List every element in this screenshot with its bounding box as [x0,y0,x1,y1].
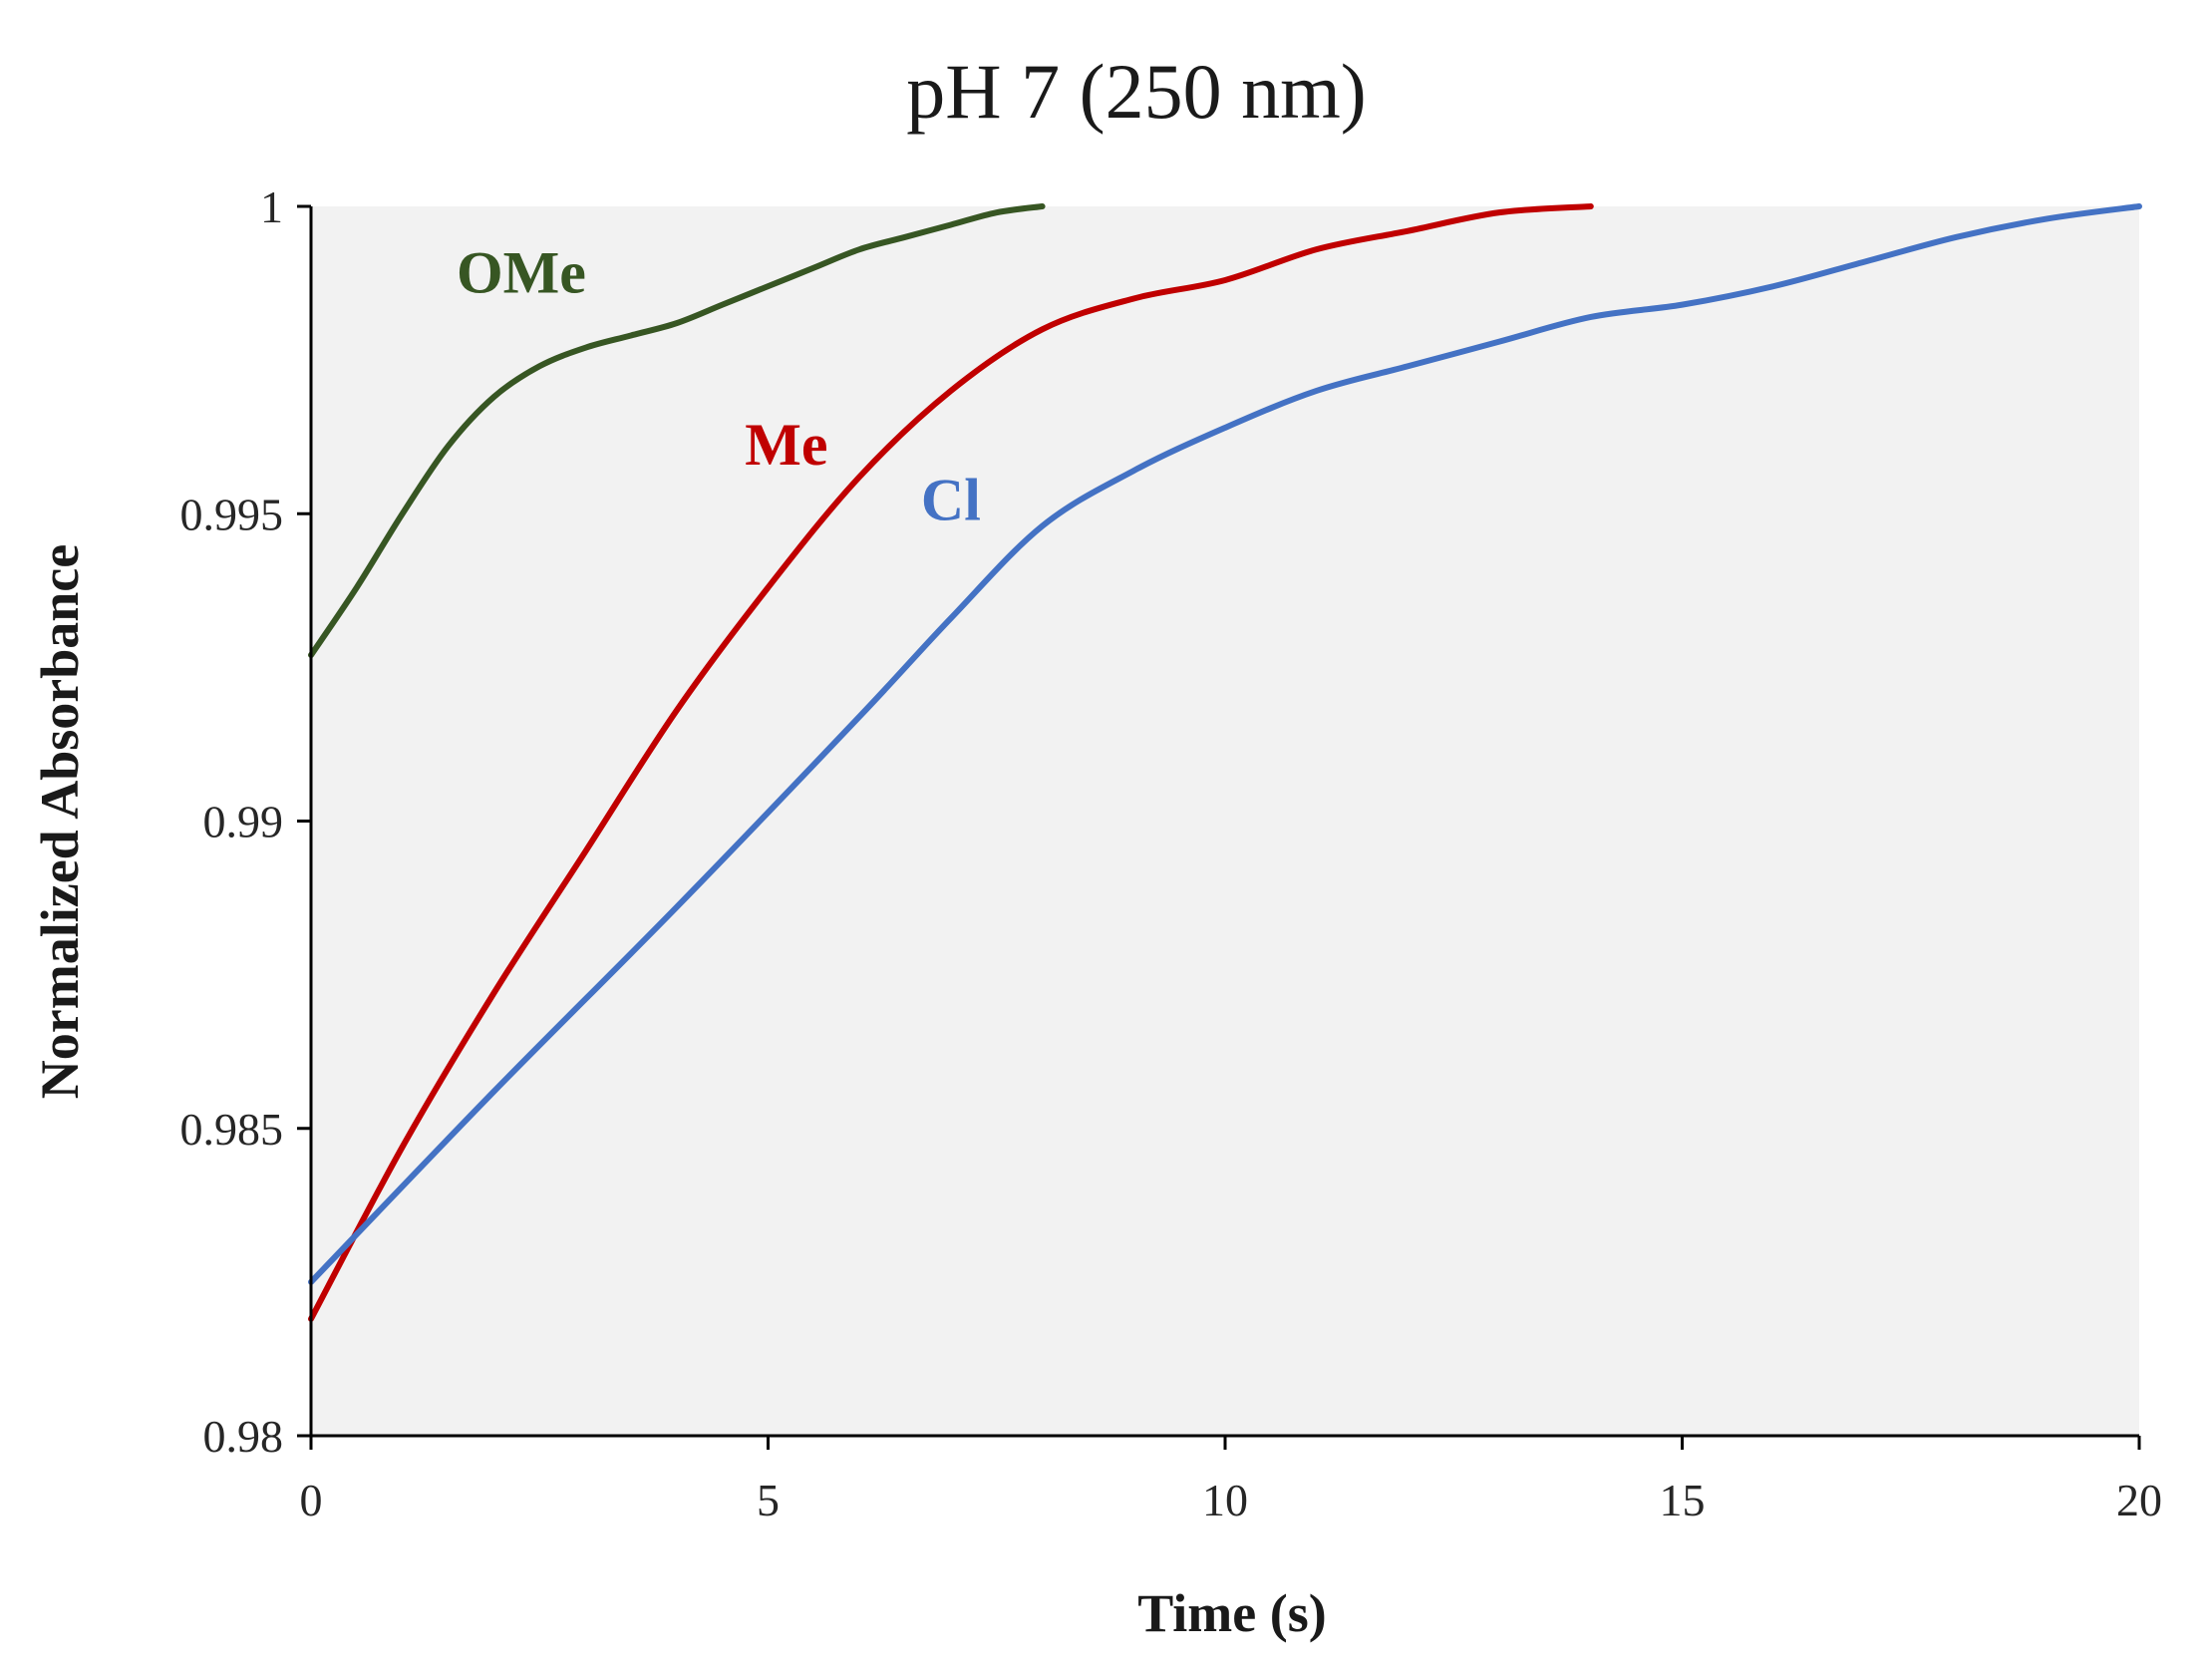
y-tick-label: 0.995 [180,489,284,539]
series-label-layer: OMe Me Cl [457,239,981,532]
x-tick-label: 15 [1660,1475,1706,1525]
x-tick-label: 10 [1202,1475,1248,1525]
x-tick-label: 5 [757,1475,780,1525]
series-label-me: Me [745,412,827,478]
series-line-ome [308,203,1046,659]
plot-area [311,206,2139,1436]
y-tick-label: 1 [260,181,283,232]
x-tick-label: 0 [300,1475,323,1525]
y-tick-label: 0.98 [203,1411,284,1462]
y-axis-title: Normalized Absorbance [30,544,90,1099]
series-line-me [308,203,1594,1322]
series-layer [308,203,2142,1322]
y-tick-label: 0.99 [203,797,284,847]
series-label-ome: OMe [457,239,586,305]
y-tick-label: 0.985 [180,1104,284,1155]
x-axis-title: Time (s) [1137,1583,1326,1643]
x-tick-label: 20 [2116,1475,2162,1525]
chart-title: pH 7 (250 nm) [906,48,1366,135]
series-label-cl: Cl [921,467,981,532]
series-line-cl [308,203,2142,1285]
